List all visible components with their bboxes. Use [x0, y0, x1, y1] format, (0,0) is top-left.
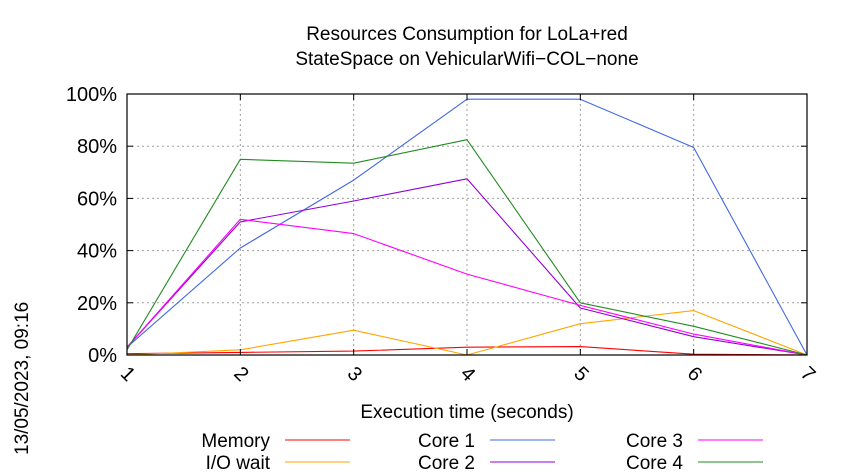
legend-item-core-3: Core 3: [626, 431, 763, 452]
x-tick-label: 2: [229, 363, 252, 386]
legend-label: Core 1: [418, 431, 475, 452]
series-line-core-2: [126, 178, 808, 356]
series-line-core-4: [126, 139, 808, 356]
y-tick-label: 20%: [77, 293, 117, 315]
legend-item-core-2: Core 2: [418, 453, 555, 474]
legend-label: Core 4: [626, 453, 683, 474]
y-tick-label: 100%: [66, 84, 117, 106]
x-tick-label: 3: [343, 363, 366, 386]
legend-item-i-o-wait: I/O wait: [206, 453, 350, 474]
grid-lines: [127, 94, 807, 355]
series-lines: [126, 98, 808, 356]
x-tick-label: 7: [796, 363, 819, 386]
x-tick-label: 6: [683, 363, 706, 386]
chart-subtitle: StateSpace on VehicularWifi−COL−none: [295, 49, 638, 70]
series-line-core-1: [126, 98, 808, 356]
series-line-core-3: [126, 218, 808, 356]
legend-item-memory: Memory: [201, 431, 350, 452]
x-tick-label: 4: [456, 363, 479, 386]
legend-label: Memory: [201, 431, 270, 452]
timestamp-label: 13/05/2023, 09:16: [12, 302, 33, 455]
x-axis-label: Execution time (seconds): [360, 402, 573, 423]
y-tick-label: 40%: [77, 241, 117, 263]
legend-label: Core 3: [626, 431, 683, 452]
x-tick-label: 5: [569, 363, 592, 386]
x-tick-label: 1: [116, 363, 139, 386]
chart-title: Resources Consumption for LoLa+red: [306, 24, 628, 45]
legend-item-core-1: Core 1: [418, 431, 555, 452]
y-tick-label: 80%: [77, 136, 117, 158]
legend-label: Core 2: [418, 453, 475, 474]
y-tick-label: 0%: [88, 345, 117, 367]
legend-label: I/O wait: [206, 453, 271, 474]
y-tick-label: 60%: [77, 188, 117, 210]
series-line-i-o-wait: [126, 310, 808, 356]
y-axis-ticks: 0% 20% 40% 60% 80% 100%: [66, 84, 807, 367]
plot-frame: [126, 93, 808, 356]
legend-item-core-4: Core 4: [626, 453, 763, 474]
